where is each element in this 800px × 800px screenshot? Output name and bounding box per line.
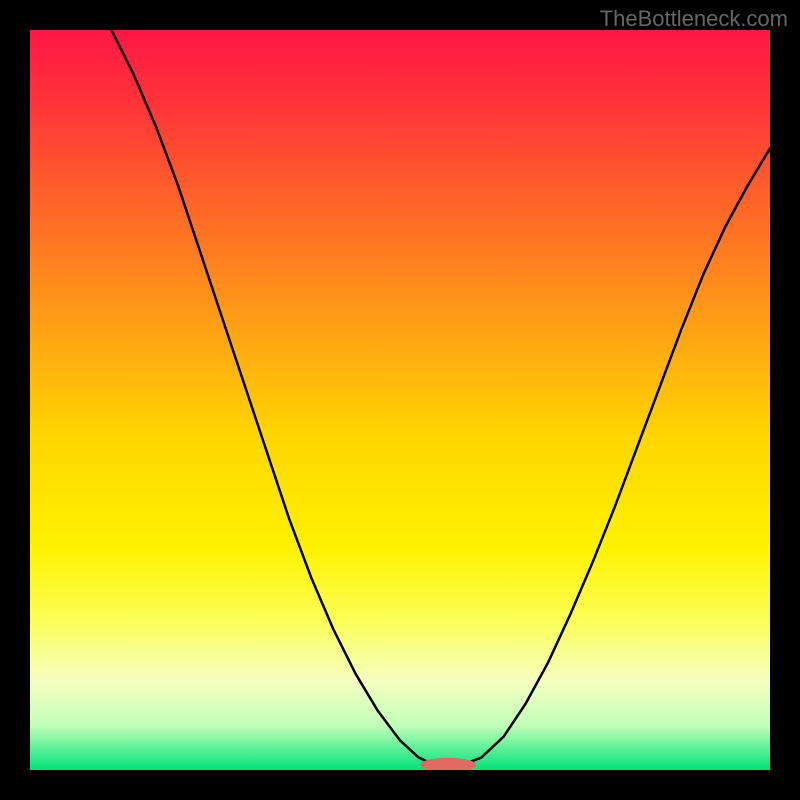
chart-container: { "watermark": "TheBottleneck.com", "cha… (0, 0, 800, 800)
bottleneck-chart (30, 30, 770, 770)
watermark-text: TheBottleneck.com (600, 6, 788, 32)
chart-gradient-background (30, 30, 770, 770)
